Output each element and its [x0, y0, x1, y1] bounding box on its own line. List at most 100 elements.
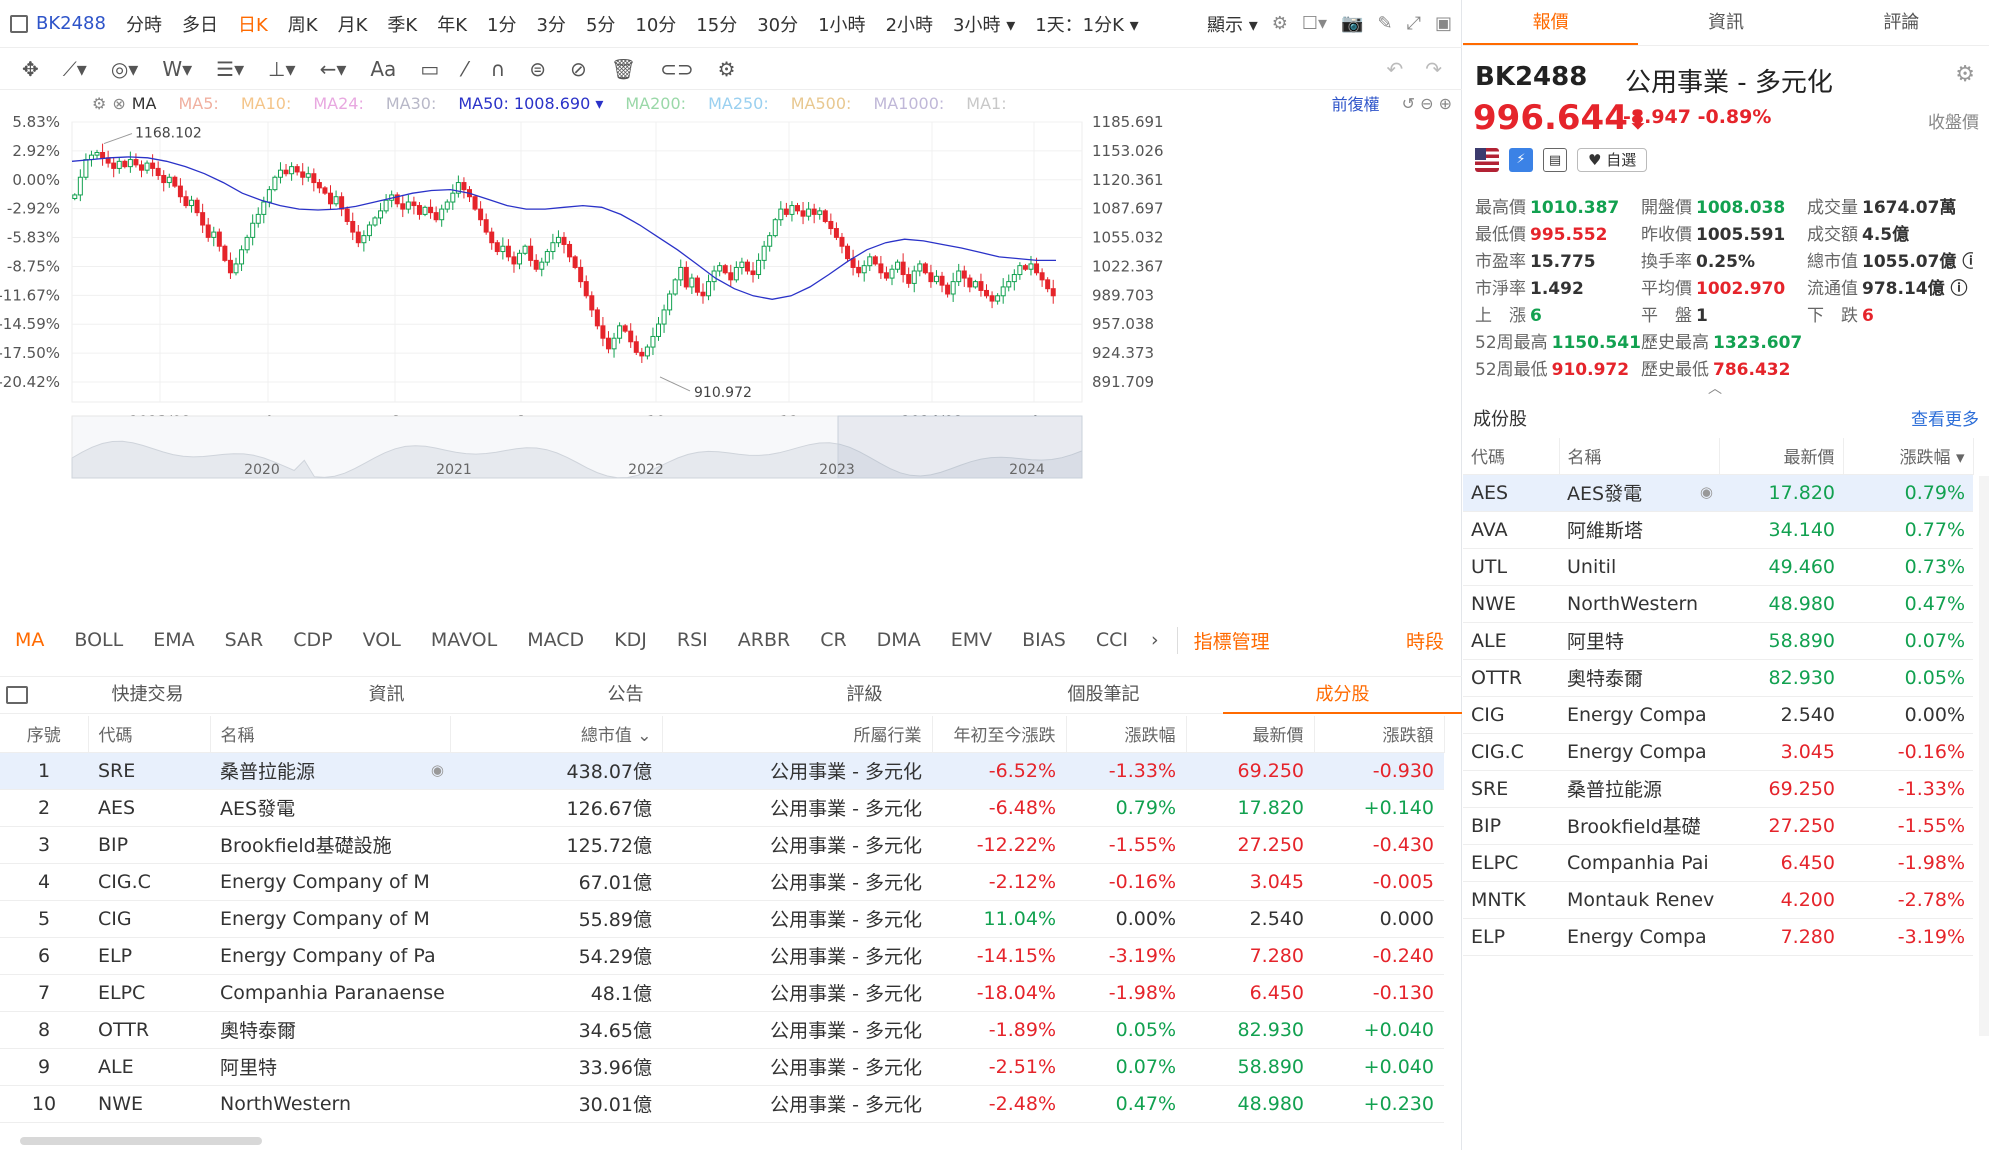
components-row[interactable]: CIG.C Energy Compa 3.045 -0.16% — [1463, 733, 1973, 771]
timeframe-tab[interactable]: 3小時 ▾ — [953, 14, 1016, 36]
timeframe-tab[interactable]: 多日 — [181, 14, 218, 36]
timeframe-tab[interactable]: 分時 — [125, 14, 162, 36]
ma-item[interactable]: MA5: — [178, 93, 219, 113]
indicator-tab[interactable]: MACD — [527, 629, 585, 651]
timeframe-tab[interactable]: 日K — [237, 14, 268, 36]
components-row[interactable]: CIG Energy Compa 2.540 0.00% — [1463, 696, 1973, 734]
crosshair-icon[interactable]: ✥ — [22, 56, 39, 81]
indicator-tab[interactable]: SAR — [224, 629, 264, 651]
sidebar-toggle-icon[interactable] — [10, 14, 28, 33]
indicator-tab[interactable]: EMV — [950, 629, 993, 651]
quote-tab[interactable]: 報價 — [1463, 0, 1639, 45]
timeframe-tab[interactable]: 1分 — [487, 14, 517, 36]
components-row[interactable]: UTL Unitil 49.460 0.73% — [1463, 548, 1973, 586]
indicator-tab[interactable]: EMA — [153, 629, 195, 651]
timeframe-tab[interactable]: 年K — [437, 14, 468, 36]
ma-item[interactable]: MA10: — [240, 93, 292, 113]
ma-item[interactable]: MA200: — [625, 93, 687, 113]
vertical-scrollbar[interactable] — [1979, 476, 1989, 1036]
indicator-next-icon[interactable]: › — [1150, 629, 1159, 651]
fib-icon[interactable]: ☰▾ — [216, 56, 245, 81]
indicator-tab[interactable]: BOLL — [74, 629, 124, 651]
components-row[interactable]: NWE NorthWestern 48.980 0.47% — [1463, 585, 1973, 623]
indicator-tab[interactable]: CR — [820, 629, 847, 651]
table-row[interactable]: 10 NWE NorthWestern 30.01億 公用事業 - 多元化 -2.48% 0… — [0, 1085, 1444, 1123]
undo-icon[interactable]: ↶ — [1386, 56, 1404, 81]
timeframe-tab[interactable]: 5分 — [585, 14, 616, 36]
quote-tab[interactable]: 資訊 — [1707, 12, 1744, 33]
settings-icon[interactable]: ⚙ — [1271, 13, 1288, 34]
components-row[interactable]: SRE 桑普拉能源 69.250 -1.33% — [1463, 770, 1973, 808]
chart-zoom-icons[interactable]: ↺ ⊖ ⊕ — [1401, 93, 1452, 113]
ma-item[interactable]: MA24: — [313, 93, 364, 113]
timeframe-tab[interactable]: 季K — [387, 14, 418, 36]
bookmark-icon[interactable]: ▤ — [1543, 148, 1567, 172]
components-row[interactable]: AES AES發電 ◉ 17.820 0.79% — [1463, 474, 1973, 512]
components-header[interactable]: 名稱 — [1559, 438, 1720, 475]
ma-item[interactable]: MA1000: — [873, 93, 945, 113]
timeframe-tab[interactable]: 30分 — [757, 14, 799, 36]
table-row[interactable]: 8 OTTR 奧特泰爾 34.65億 公用事業 - 多元化 -1.89% 0.05% 82.9… — [0, 1011, 1444, 1049]
bottom-tab[interactable]: 資訊 — [368, 684, 405, 705]
collapse-icon[interactable] — [6, 686, 28, 704]
view-icon[interactable]: ◉ — [430, 760, 444, 779]
text-icon[interactable]: Aa — [370, 56, 397, 81]
timeframe-tab[interactable]: 周K — [287, 14, 318, 36]
ma-item[interactable]: MA500: — [790, 93, 852, 113]
components-more-link[interactable]: 查看更多 — [1911, 410, 1979, 430]
ma-label[interactable]: MA — [131, 93, 157, 113]
wave-icon[interactable]: W▾ — [162, 56, 193, 81]
bottom-tab[interactable]: 公告 — [607, 684, 644, 705]
table-header[interactable]: 所屬行業 — [662, 716, 933, 753]
table-header[interactable]: 序號 — [0, 716, 89, 753]
trash-icon[interactable]: 🗑 — [610, 56, 637, 81]
table-row[interactable]: 1 SRE 桑普拉能源 ◉ 438.07億 公用事業 - 多元化 -6.52% -1.33% 6… — [0, 752, 1444, 790]
quote-settings-icon[interactable]: ⚙ — [1955, 62, 1975, 87]
components-row[interactable]: MNTK Montauk Renev 4.200 -2.78% — [1463, 881, 1973, 919]
trendline-icon[interactable]: ⟋▾ — [62, 56, 87, 81]
components-row[interactable]: ELPC Companhia Pai 6.450 -1.98% — [1463, 844, 1973, 882]
indicator-tab[interactable]: ARBR — [737, 629, 791, 651]
timeframe-tab[interactable]: 2小時 — [885, 14, 934, 36]
adjust-toggle[interactable]: 前復權 — [1331, 95, 1380, 114]
symbol-selector[interactable]: BK2488 — [0, 13, 116, 34]
draw-settings-icon[interactable]: ⚙ — [717, 56, 736, 81]
panel-icon[interactable]: ▣ — [1434, 13, 1452, 34]
indicator-tab[interactable]: VOL — [362, 629, 401, 651]
fullscreen-icon[interactable]: ⤢ — [1406, 13, 1421, 34]
timeframe-tab[interactable]: 1小時 — [818, 14, 866, 36]
cycle-icon[interactable]: ◎▾ — [110, 56, 139, 81]
view-icon[interactable]: ◉ — [1699, 482, 1713, 501]
timeframe-tab[interactable]: 3分 — [536, 14, 566, 36]
quote-tab[interactable]: 評論 — [1883, 12, 1920, 33]
timeframe-tab[interactable]: 10分 — [635, 14, 677, 36]
components-row[interactable]: ELP Energy Compa 7.280 -3.19% — [1463, 918, 1973, 956]
table-header[interactable]: 年初至今漲跌 — [932, 716, 1067, 753]
link-icon[interactable]: ⊂⊃ — [660, 56, 694, 81]
indicator-tab[interactable]: CCI — [1095, 629, 1128, 651]
bottom-tab[interactable]: 評級 — [846, 684, 883, 705]
components-row[interactable]: BIP Brookfield基礎 27.250 -1.55% — [1463, 807, 1973, 845]
bottom-tab[interactable]: 個股筆記 — [1067, 684, 1140, 705]
candlestick-chart[interactable]: 5.83% 1185.691 2.92% 1153.026 0.00% 1120.361 -… — [0, 116, 1462, 616]
table-header[interactable]: 漲跌幅 — [1066, 716, 1187, 753]
pencil-icon[interactable]: ✎ — [1377, 13, 1393, 34]
layout-icon[interactable]: ☐▾ — [1301, 13, 1328, 34]
indicator-tab[interactable]: CDP — [293, 629, 333, 651]
redo-icon[interactable]: ↷ — [1425, 56, 1442, 81]
ma-settings-icon[interactable]: ⚙ — [92, 93, 107, 113]
table-header[interactable]: 最新價 — [1186, 716, 1315, 753]
ma-item[interactable]: MA50: 1008.690 ▾ — [458, 93, 604, 113]
horizontal-scrollbar[interactable] — [20, 1137, 262, 1145]
collapse-stats-icon[interactable]: ︿ — [1708, 381, 1722, 397]
table-header[interactable]: 漲跌額 — [1314, 716, 1445, 753]
display-dropdown[interactable]: 顯示 ▾ — [1206, 14, 1258, 36]
components-header[interactable]: 最新價 — [1719, 438, 1844, 475]
lightning-icon[interactable]: ⚡ — [1509, 148, 1533, 172]
indicator-tab[interactable]: RSI — [676, 629, 708, 651]
components-row[interactable]: OTTR 奧特泰爾 82.930 0.05% — [1463, 659, 1973, 697]
lock-icon[interactable]: ⊜ — [529, 56, 546, 81]
ma-item[interactable]: MA250: — [708, 93, 769, 113]
add-watchlist-button[interactable]: ♥ 自選 — [1577, 148, 1648, 172]
measure-icon[interactable]: ⊥▾ — [268, 56, 296, 81]
